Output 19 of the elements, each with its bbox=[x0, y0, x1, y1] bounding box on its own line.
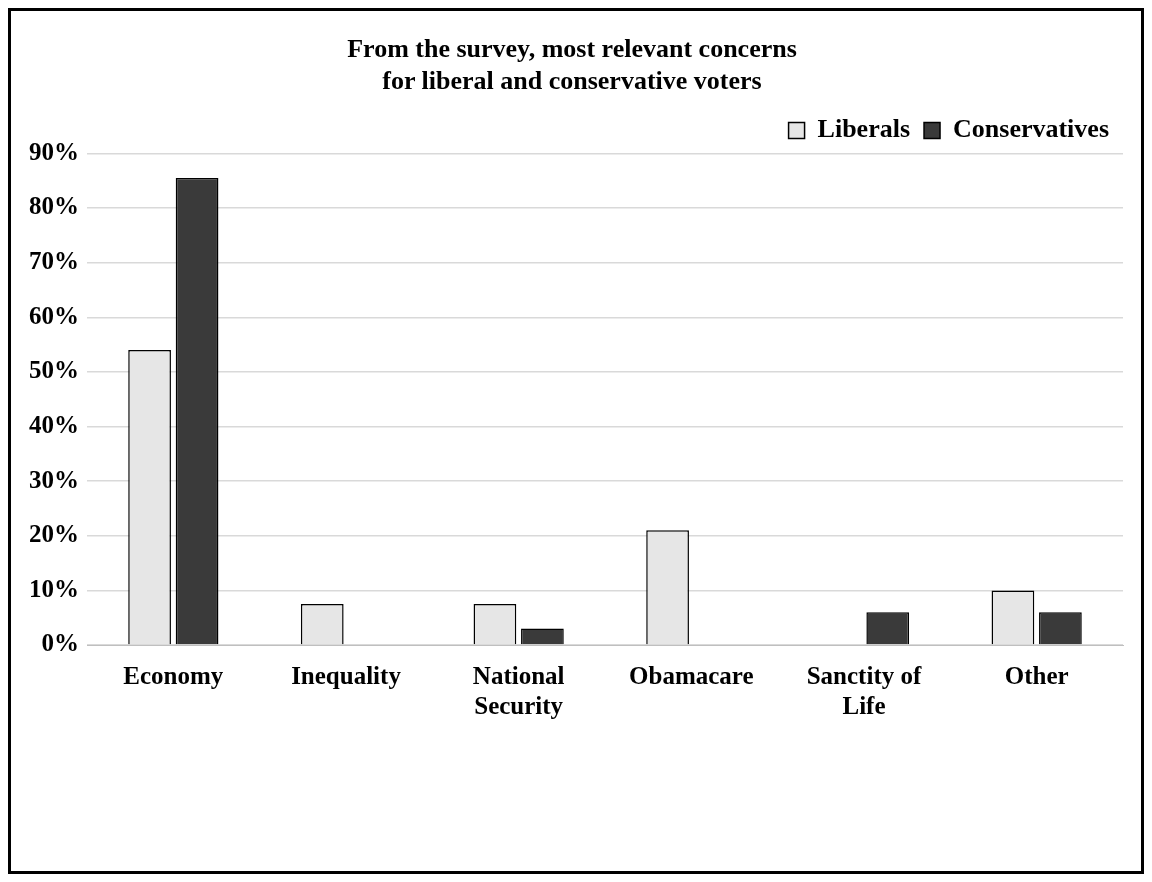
y-tick-label: 40% bbox=[29, 410, 79, 438]
y-tick-label: 60% bbox=[29, 301, 79, 329]
y-tick-label: 70% bbox=[29, 247, 79, 275]
y-tick-label: 30% bbox=[29, 465, 79, 493]
y-tick-label: 20% bbox=[29, 520, 79, 548]
x-tick-label: Obamacare bbox=[629, 662, 754, 690]
x-tick-label: Other bbox=[1004, 662, 1069, 690]
x-tick-label: Economy bbox=[123, 662, 224, 690]
chart-title: From the survey, most relevant concerns for liberal and conservative voters bbox=[347, 34, 797, 95]
x-tick-label: Inequality bbox=[291, 662, 402, 690]
y-tick-label: 50% bbox=[29, 356, 79, 384]
x-tick-label: National Security bbox=[472, 662, 565, 720]
y-tick-label: 10% bbox=[29, 574, 79, 602]
y-tick-label: 0% bbox=[41, 629, 79, 657]
x-tick-label: Sanctity of Life bbox=[806, 662, 922, 720]
legend-label: Liberals bbox=[817, 114, 911, 144]
y-tick-label: 90% bbox=[29, 137, 79, 165]
y-tick-label: 80% bbox=[29, 192, 79, 220]
legend-label: Conservatives bbox=[953, 114, 1110, 144]
